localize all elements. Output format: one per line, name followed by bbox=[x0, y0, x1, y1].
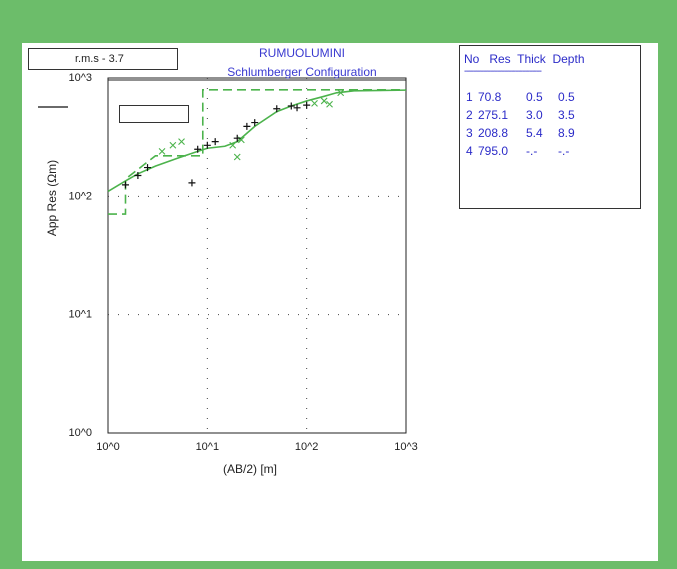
row-res: 70.8 bbox=[478, 90, 502, 104]
observed-marks-group bbox=[121, 101, 311, 189]
row-res: 275.1 bbox=[478, 108, 509, 122]
y-tick-labels: 10^0 10^1 10^2 10^3 bbox=[68, 72, 92, 439]
row-depth: 8.9 bbox=[558, 126, 575, 140]
rms-label: r.m.s - 3.7 bbox=[75, 53, 124, 65]
calculated-point bbox=[320, 97, 328, 105]
row-res: 208.8 bbox=[478, 126, 509, 140]
row-depth: -.- bbox=[558, 144, 570, 158]
calculated-point bbox=[158, 147, 166, 155]
x-tick-label: 10^1 bbox=[196, 441, 220, 453]
calculated-point bbox=[326, 100, 333, 108]
row-depth: 3.5 bbox=[558, 108, 575, 122]
rms-label-box: r.m.s - 3.7 bbox=[28, 48, 178, 70]
observed-point bbox=[251, 119, 259, 127]
observed-point bbox=[273, 105, 281, 113]
grid-lines bbox=[108, 78, 406, 433]
row-thick: 3.0 bbox=[526, 108, 543, 122]
x-tick-labels: 10^0 10^1 10^2 10^3 bbox=[96, 441, 418, 453]
table-header: No Res Thick Depth bbox=[464, 52, 585, 66]
row-no: 2 bbox=[466, 108, 473, 122]
y-tick-label: 10^3 bbox=[68, 72, 92, 84]
x-axis-label: (AB/2) [m] bbox=[223, 462, 277, 476]
blank-label-box bbox=[119, 105, 189, 123]
layer-model-line bbox=[108, 88, 406, 215]
calculated-point bbox=[311, 100, 318, 107]
row-thick: 5.4 bbox=[526, 126, 543, 140]
observed-point bbox=[287, 102, 295, 110]
chart-subtitle: Schlumberger Configuration bbox=[227, 65, 376, 79]
x-tick-label: 10^0 bbox=[96, 441, 120, 453]
x-tick-label: 10^3 bbox=[394, 441, 418, 453]
row-res: 795.0 bbox=[478, 144, 509, 158]
observed-point bbox=[293, 104, 301, 112]
row-thick: 0.5 bbox=[526, 90, 543, 104]
layer-model-table: No Res Thick Depth ---------------------… bbox=[459, 45, 641, 209]
y-axis-label: App Res (Ωm) bbox=[45, 160, 59, 236]
chart-title: RUMUOLUMINI bbox=[259, 46, 345, 60]
table-row: 1 70.8 0.5 0.5 bbox=[466, 90, 575, 174]
x-tick-label: 10^2 bbox=[295, 441, 319, 453]
y-tick-label: 10^2 bbox=[68, 190, 92, 202]
row-thick: -.- bbox=[526, 144, 538, 158]
calculated-point bbox=[169, 141, 177, 149]
calculated-point bbox=[229, 141, 237, 149]
observed-point bbox=[303, 101, 311, 109]
calculated-point bbox=[337, 89, 345, 97]
observed-point bbox=[194, 145, 202, 153]
observed-point bbox=[211, 138, 219, 146]
observed-point bbox=[134, 171, 142, 179]
row-no: 4 bbox=[466, 144, 473, 158]
y-tick-label: 10^0 bbox=[68, 427, 92, 439]
table-separator: --------------------------------- bbox=[464, 66, 542, 77]
plot-frame bbox=[107, 77, 407, 434]
calculated-point bbox=[178, 138, 185, 146]
observed-point bbox=[121, 181, 129, 189]
table-row: 3 208.8 5.4 8.9 bbox=[466, 126, 575, 210]
row-no: 1 bbox=[466, 90, 473, 104]
layer-model-group bbox=[108, 88, 406, 215]
chart-panel bbox=[22, 43, 658, 561]
table-row: 4 795.0 -.- -.- bbox=[466, 144, 569, 228]
calculated-point bbox=[233, 153, 241, 161]
row-depth: 0.5 bbox=[558, 90, 575, 104]
row-no: 3 bbox=[466, 126, 473, 140]
observed-point bbox=[203, 141, 211, 149]
observed-point bbox=[243, 122, 251, 130]
calculated-marks-group bbox=[158, 89, 345, 161]
table-row: 2 275.1 3.0 3.5 bbox=[466, 108, 575, 192]
observed-point bbox=[144, 164, 152, 172]
observed-point bbox=[233, 134, 241, 142]
y-tick-label: 10^1 bbox=[68, 309, 92, 321]
observed-point bbox=[188, 179, 196, 187]
